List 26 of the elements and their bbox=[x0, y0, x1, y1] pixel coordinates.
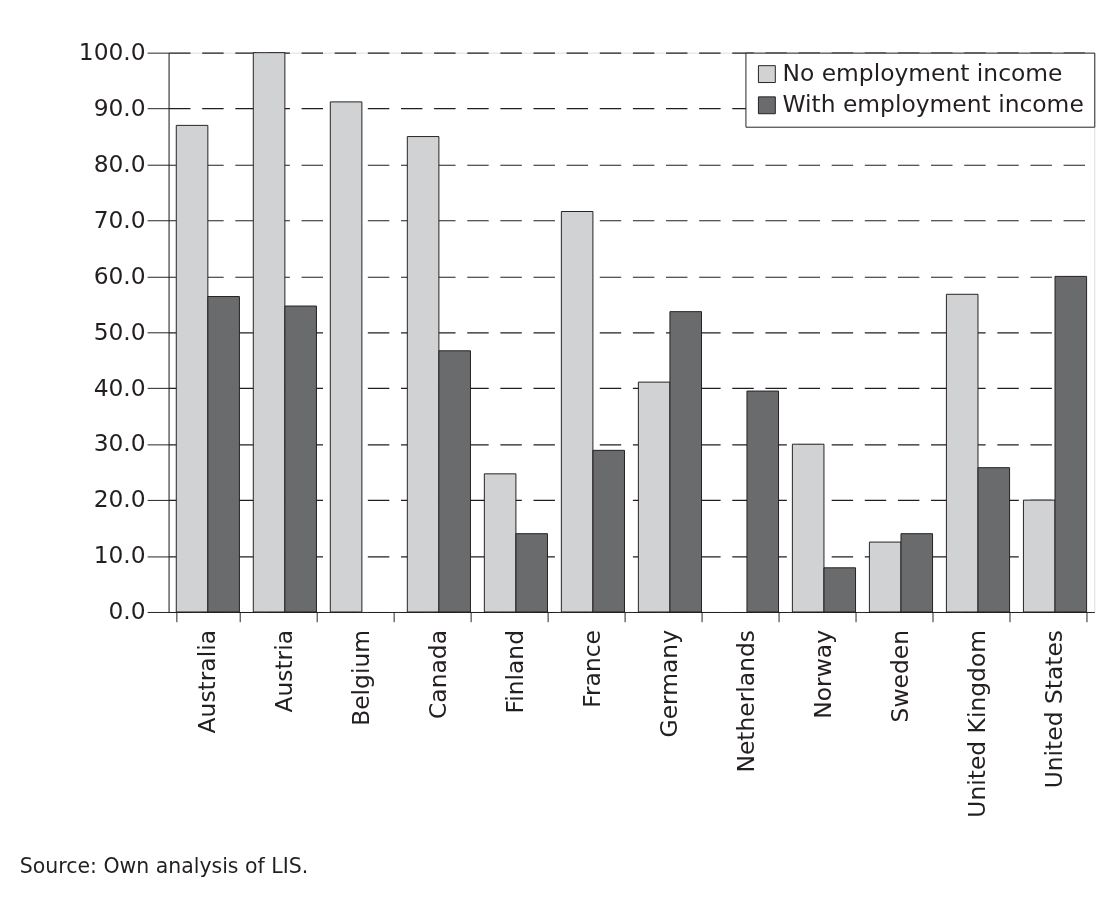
source-note: Source: Own analysis of LIS. bbox=[19, 853, 309, 878]
y-tick-label: 20.0 bbox=[93, 485, 146, 514]
x-tick-label: France bbox=[578, 630, 607, 708]
y-tick-label: 0.0 bbox=[108, 597, 146, 626]
y-tick-label: 60.0 bbox=[93, 261, 146, 290]
y-tick-label: 40.0 bbox=[93, 373, 146, 402]
x-tick-label: Netherlands bbox=[732, 630, 761, 773]
legend-label: With employment income bbox=[782, 90, 1084, 119]
x-tick-label: Australia bbox=[193, 630, 222, 734]
x-tick-label: Belgium bbox=[347, 630, 376, 726]
y-tick-label: 10.0 bbox=[93, 541, 146, 570]
x-tick-label: United States bbox=[1040, 630, 1069, 789]
y-tick-label: 30.0 bbox=[93, 429, 146, 458]
x-tick-label: Sweden bbox=[886, 630, 915, 723]
x-tick-label: Finland bbox=[501, 630, 530, 714]
x-tick-label: Germany bbox=[655, 629, 684, 738]
x-tick-label: Austria bbox=[270, 630, 299, 713]
x-tick-label: Norway bbox=[809, 629, 838, 719]
y-tick-label: 90.0 bbox=[93, 93, 146, 122]
y-tick-label: 80.0 bbox=[93, 149, 146, 178]
y-tick-label: 50.0 bbox=[93, 317, 146, 346]
y-tick-label: 70.0 bbox=[93, 205, 146, 234]
x-tick-label: Canada bbox=[424, 630, 453, 719]
legend-label: No employment income bbox=[782, 58, 1063, 87]
x-tick-label: United Kingdom bbox=[963, 630, 992, 818]
y-tick-label: 100.0 bbox=[78, 37, 146, 66]
